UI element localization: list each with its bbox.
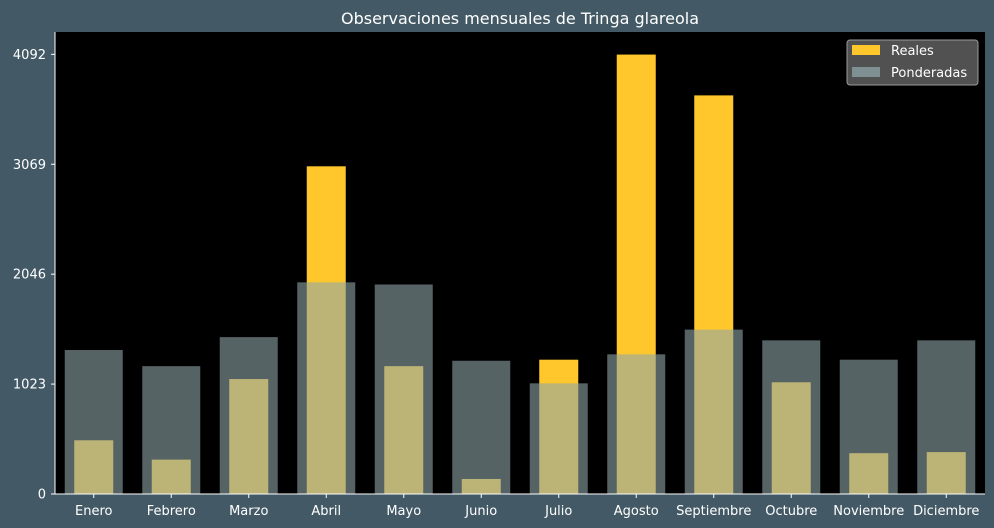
y-tick-label: 1023 bbox=[13, 378, 46, 393]
plot-area bbox=[55, 32, 985, 494]
legend-label-ponderadas: Ponderadas bbox=[891, 66, 967, 81]
x-tick-label: Mayo bbox=[386, 504, 421, 519]
bar-ponderadas-mayo bbox=[374, 284, 433, 494]
chart-title: Observaciones mensuales de Tringa glareo… bbox=[341, 9, 699, 28]
x-tick-label: Marzo bbox=[229, 504, 268, 519]
bar-ponderadas-noviembre bbox=[839, 359, 898, 494]
bar-ponderadas-abril bbox=[297, 282, 356, 494]
x-tick-label: Febrero bbox=[147, 504, 196, 519]
bar-ponderadas-septiembre bbox=[684, 329, 743, 494]
x-tick-label: Enero bbox=[75, 504, 113, 519]
x-tick-label: Noviembre bbox=[833, 504, 904, 519]
legend-swatch-reales bbox=[852, 45, 880, 55]
bar-ponderadas-junio bbox=[452, 360, 511, 494]
bar-ponderadas-octubre bbox=[762, 340, 821, 494]
x-tick-label: Junio bbox=[464, 504, 497, 519]
bar-ponderadas-julio bbox=[529, 383, 588, 494]
x-tick-label: Octubre bbox=[765, 504, 817, 519]
y-tick-label: 4092 bbox=[13, 48, 46, 63]
y-tick-label: 0 bbox=[38, 488, 46, 503]
y-tick-label: 3069 bbox=[13, 158, 46, 173]
y-tick-label: 2046 bbox=[13, 268, 46, 283]
bar-ponderadas-diciembre bbox=[917, 340, 976, 494]
legend-label-reales: Reales bbox=[891, 44, 934, 59]
bar-ponderadas-agosto bbox=[607, 354, 666, 494]
x-tick-label: Agosto bbox=[614, 504, 659, 519]
bar-ponderadas-marzo bbox=[219, 337, 278, 494]
y-axis: 0 1023 2046 3069 4092 bbox=[13, 32, 56, 503]
legend: Reales Ponderadas bbox=[846, 39, 979, 86]
x-tick-label: Septiembre bbox=[676, 504, 751, 519]
x-tick-label: Abril bbox=[311, 504, 341, 519]
series-ponderadas bbox=[64, 282, 976, 494]
legend-swatch-ponderadas bbox=[852, 67, 880, 77]
bar-ponderadas-enero bbox=[64, 350, 123, 494]
x-axis: Enero Febrero Marzo Abril Mayo Junio Julio Agos… bbox=[55, 493, 985, 519]
x-tick-label: Diciembre bbox=[913, 504, 979, 519]
bar-ponderadas-febrero bbox=[142, 366, 201, 494]
x-tick-label: Julio bbox=[544, 504, 572, 519]
